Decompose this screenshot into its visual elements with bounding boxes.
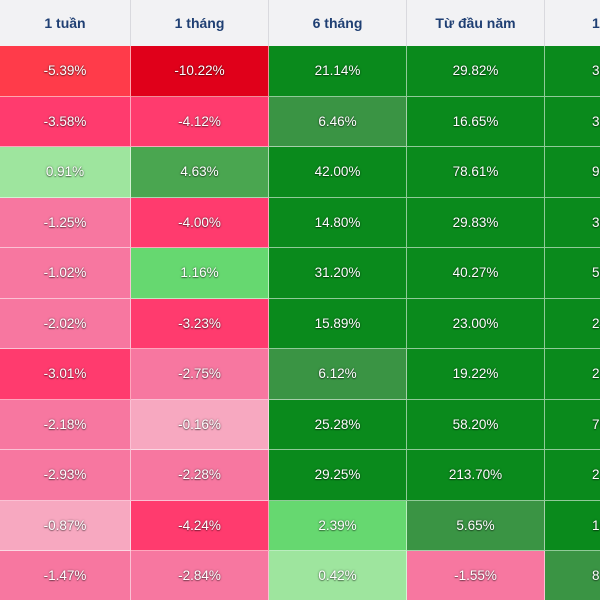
table-cell: -10.22% bbox=[131, 46, 269, 97]
table-cell: 24 bbox=[545, 298, 600, 349]
table-cell: -2.93% bbox=[0, 450, 131, 501]
column-header-1[interactable]: 1 tháng bbox=[131, 0, 269, 46]
table-cell: 6.12% bbox=[269, 349, 407, 400]
table-cell: 38 bbox=[545, 46, 600, 97]
table-cell: -3.01% bbox=[0, 349, 131, 400]
table-row: -1.47% -2.84% 0.42% -1.55% 8 bbox=[0, 551, 600, 600]
table-cell: -5.39% bbox=[0, 46, 131, 97]
table-cell: 31.20% bbox=[269, 248, 407, 299]
table-row: -0.87%-4.24%2.39%5.65%10 bbox=[0, 500, 600, 551]
table-cell: 1.16% bbox=[131, 248, 269, 299]
table-cell: 8 bbox=[545, 551, 600, 600]
table-cell: 42.00% bbox=[269, 147, 407, 198]
table-cell: 213.70% bbox=[407, 450, 545, 501]
table-cell: 50 bbox=[545, 248, 600, 299]
table-cell: 95 bbox=[545, 147, 600, 198]
table-row: -2.18%-0.16%25.28%58.20%70 bbox=[0, 399, 600, 450]
column-header-2[interactable]: 6 tháng bbox=[269, 0, 407, 46]
table-cell: -0.87% bbox=[0, 500, 131, 551]
table-cell: 5.65% bbox=[407, 500, 545, 551]
table-cell: -0.16% bbox=[131, 399, 269, 450]
table-row: -1.25%-4.00%14.80%29.83%30 bbox=[0, 197, 600, 248]
table-cell: 29.83% bbox=[407, 197, 545, 248]
table-cell: 10 bbox=[545, 500, 600, 551]
table-cell: 23 bbox=[545, 450, 600, 501]
table-row: -2.02%-3.23%15.89%23.00%24 bbox=[0, 298, 600, 349]
table-cell: 14.80% bbox=[269, 197, 407, 248]
table-cell: -2.75% bbox=[131, 349, 269, 400]
column-header-4[interactable]: 1 bbox=[545, 0, 600, 46]
table-cell: -4.12% bbox=[131, 96, 269, 147]
table-cell: 4.63% bbox=[131, 147, 269, 198]
table-row: -2.93%-2.28%29.25%213.70%23 bbox=[0, 450, 600, 501]
table-cell: -2.28% bbox=[131, 450, 269, 501]
table-cell: -3.58% bbox=[0, 96, 131, 147]
table-cell: -1.02% bbox=[0, 248, 131, 299]
table-cell: 29.82% bbox=[407, 46, 545, 97]
table-cell: 6.46% bbox=[269, 96, 407, 147]
table-cell: 32 bbox=[545, 96, 600, 147]
table-cell: -1.25% bbox=[0, 197, 131, 248]
table-cell: 2.39% bbox=[269, 500, 407, 551]
table-cell: -2.02% bbox=[0, 298, 131, 349]
table-cell: -1.47% bbox=[0, 551, 131, 600]
table-row: 0.91%4.63%42.00%78.61%95 bbox=[0, 147, 600, 198]
table-cell: -2.18% bbox=[0, 399, 131, 450]
table-cell: -2.84% bbox=[131, 551, 269, 600]
table-cell: 29.25% bbox=[269, 450, 407, 501]
table-cell: 25.28% bbox=[269, 399, 407, 450]
table-row: -5.39%-10.22%21.14%29.82%38 bbox=[0, 46, 600, 97]
table-row: -3.01%-2.75%6.12%19.22%25 bbox=[0, 349, 600, 400]
table-cell: 78.61% bbox=[407, 147, 545, 198]
table-cell: 16.65% bbox=[407, 96, 545, 147]
table-row: -3.58%-4.12%6.46%16.65%32 bbox=[0, 96, 600, 147]
column-header-3[interactable]: Từ đầu năm bbox=[407, 0, 545, 46]
table-cell: -3.23% bbox=[131, 298, 269, 349]
table-cell: 70 bbox=[545, 399, 600, 450]
table-cell: 30 bbox=[545, 197, 600, 248]
table-cell: 15.89% bbox=[269, 298, 407, 349]
table-cell: 19.22% bbox=[407, 349, 545, 400]
table-cell: 0.42% bbox=[269, 551, 407, 600]
table-cell: 58.20% bbox=[407, 399, 545, 450]
table-cell: 23.00% bbox=[407, 298, 545, 349]
table-cell: 40.27% bbox=[407, 248, 545, 299]
table-row: -1.02%1.16%31.20%40.27%50 bbox=[0, 248, 600, 299]
table-body: -5.39%-10.22%21.14%29.82%38-3.58%-4.12%6… bbox=[0, 46, 600, 600]
column-header-0[interactable]: 1 tuần bbox=[0, 0, 131, 46]
table-cell: -4.00% bbox=[131, 197, 269, 248]
table-cell: 21.14% bbox=[269, 46, 407, 97]
table-cell: 0.91% bbox=[0, 147, 131, 198]
table-cell: 25 bbox=[545, 349, 600, 400]
table-cell: -1.55% bbox=[407, 551, 545, 600]
table-header: 1 tuần 1 tháng 6 tháng Từ đầu năm 1 bbox=[0, 0, 600, 47]
table-cell: -4.24% bbox=[131, 500, 269, 551]
